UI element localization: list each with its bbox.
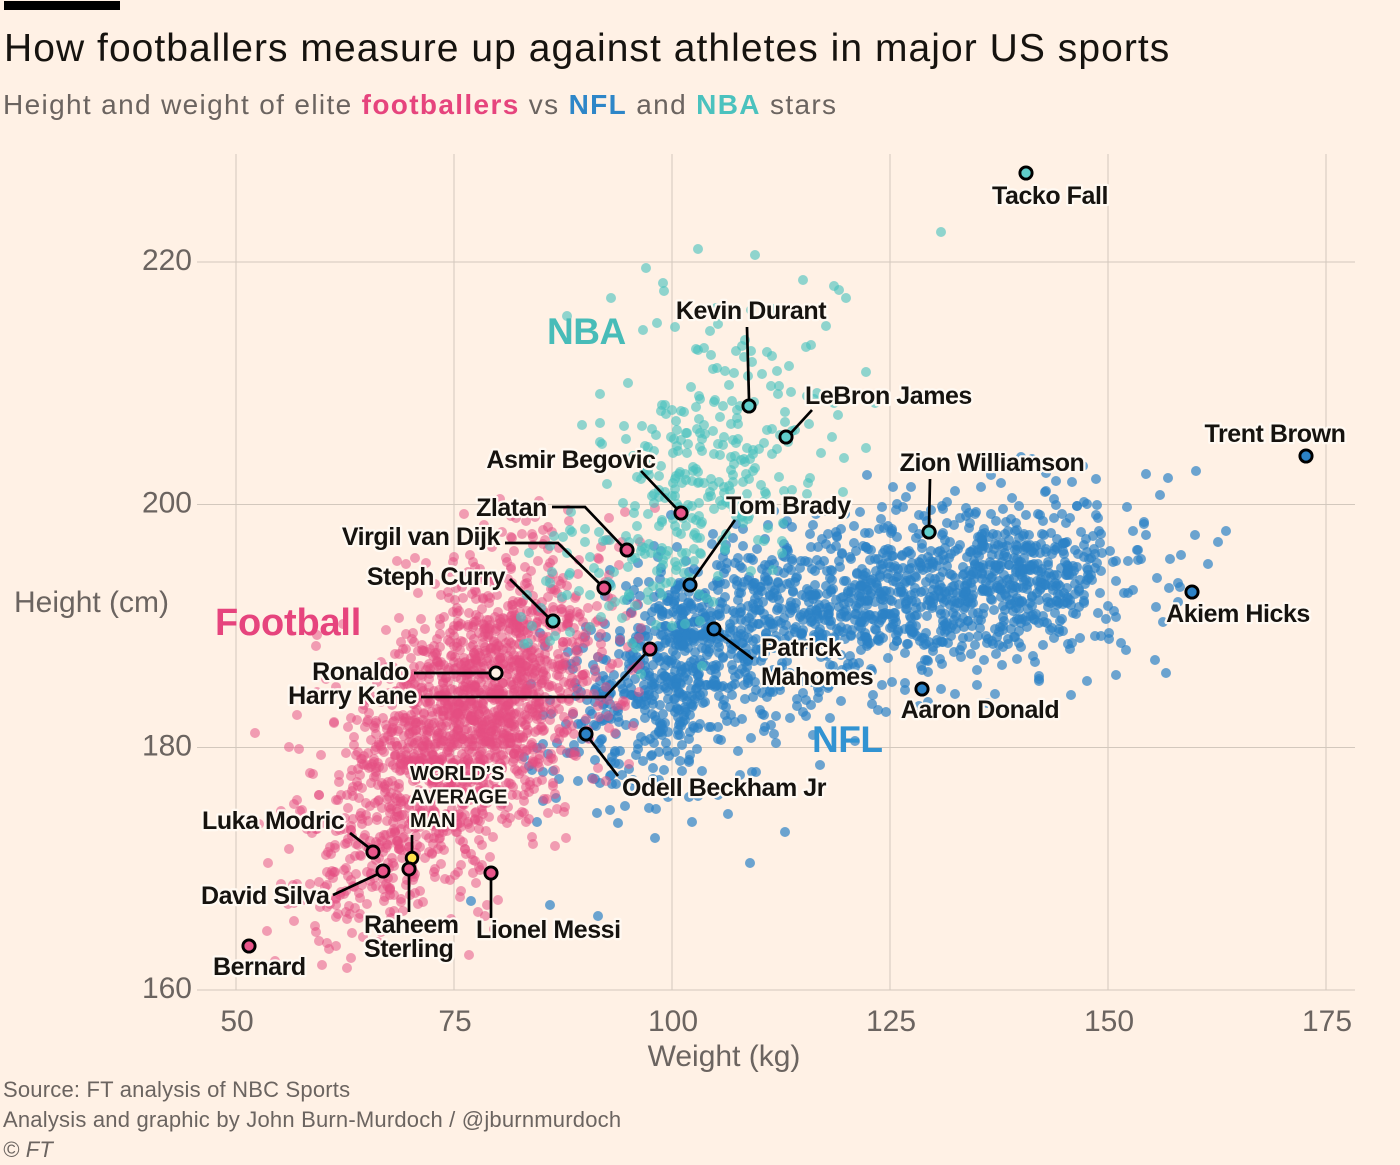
svg-text:Asmir Begovic: Asmir Begovic [486, 446, 656, 474]
svg-text:180: 180 [142, 730, 192, 763]
svg-text:Bernard: Bernard [213, 953, 306, 981]
svg-text:Luka Modric: Luka Modric [202, 807, 345, 835]
svg-text:Odell Beckham Jr: Odell Beckham Jr [622, 774, 827, 802]
svg-text:Height (cm): Height (cm) [14, 586, 169, 619]
svg-text:Tacko Fall: Tacko Fall [992, 182, 1108, 210]
svg-text:Tom Brady: Tom Brady [726, 492, 851, 520]
svg-text:220: 220 [142, 244, 192, 277]
svg-text:Trent Brown: Trent Brown [1205, 420, 1346, 448]
svg-text:Raheem: Raheem [364, 911, 459, 939]
svg-text:NBA: NBA [547, 311, 626, 352]
svg-text:Mahomes: Mahomes [761, 663, 873, 691]
svg-text:100: 100 [648, 1005, 698, 1038]
svg-text:NFL: NFL [812, 719, 882, 760]
svg-text:Akiem Hicks: Akiem Hicks [1166, 600, 1310, 628]
svg-text:LeBron James: LeBron James [805, 382, 972, 410]
svg-text:Ronaldo: Ronaldo [312, 658, 409, 686]
svg-text:MAN: MAN [410, 810, 456, 832]
svg-text:Football: Football [215, 602, 361, 644]
svg-text:75: 75 [438, 1005, 471, 1038]
svg-text:David Silva: David Silva [201, 882, 331, 910]
svg-text:125: 125 [866, 1005, 916, 1038]
svg-text:Zlatan: Zlatan [476, 494, 547, 522]
svg-text:175: 175 [1302, 1005, 1352, 1038]
svg-text:Patrick: Patrick [761, 634, 842, 662]
svg-text:WORLD’S: WORLD’S [410, 763, 504, 785]
svg-text:Sterling: Sterling [364, 935, 453, 963]
svg-text:Kevin Durant: Kevin Durant [676, 297, 827, 325]
svg-text:Weight (kg): Weight (kg) [648, 1040, 801, 1073]
svg-text:AVERAGE: AVERAGE [410, 787, 507, 809]
svg-text:Zion Williamson: Zion Williamson [900, 449, 1085, 477]
svg-text:Aaron Donald: Aaron Donald [901, 696, 1060, 724]
svg-text:150: 150 [1084, 1005, 1134, 1038]
svg-text:Harry Kane: Harry Kane [288, 682, 417, 710]
svg-text:160: 160 [142, 972, 192, 1005]
svg-text:Virgil van Dijk: Virgil van Dijk [342, 523, 501, 551]
svg-text:Lionel Messi: Lionel Messi [476, 916, 621, 944]
svg-text:Steph Curry: Steph Curry [367, 563, 506, 591]
svg-text:200: 200 [142, 487, 192, 520]
svg-text:50: 50 [220, 1005, 253, 1038]
